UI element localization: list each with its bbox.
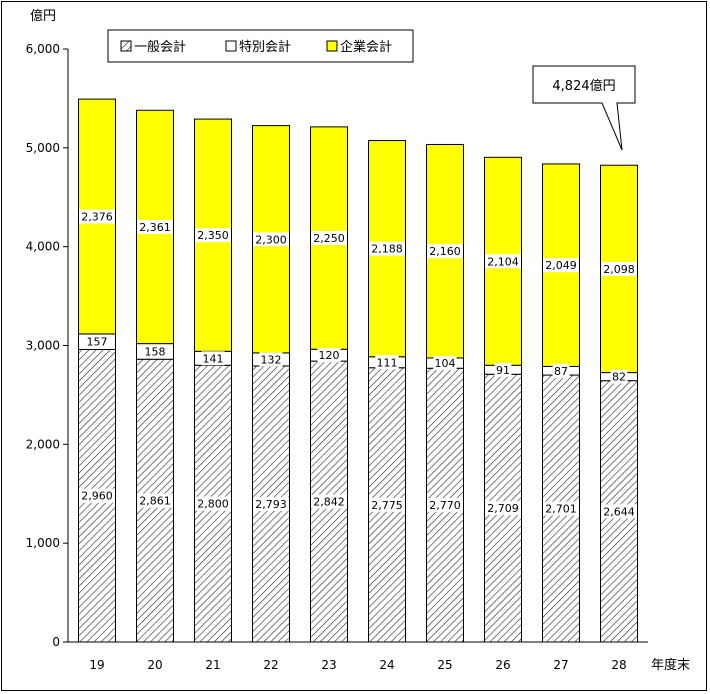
- x-tick-label: 27: [553, 658, 568, 672]
- data-label: 2,250: [313, 232, 345, 245]
- x-tick-label: 22: [263, 658, 278, 672]
- legend-label-special: 特別会計: [239, 39, 291, 55]
- callout-text: 4,824億円: [552, 78, 615, 94]
- x-tick-label: 26: [495, 658, 510, 672]
- data-label: 2,049: [545, 259, 577, 272]
- y-axis-unit: 億円: [30, 8, 56, 24]
- data-label-bg: [195, 228, 231, 243]
- data-label-bg: [375, 355, 399, 370]
- legend-box: [107, 29, 414, 63]
- data-label-bg: [259, 352, 283, 367]
- data-label-bg: [201, 351, 225, 366]
- data-label-bg: [79, 209, 115, 224]
- y-axis: 0 1,000 2,000 3,000 4,000 5,000 6,000: [26, 42, 69, 649]
- data-label: 132: [261, 353, 282, 366]
- legend-swatch-general: [120, 40, 132, 52]
- y-tick-label: 4,000: [26, 240, 60, 254]
- data-label: 104: [435, 357, 456, 370]
- data-label-bg: [369, 241, 405, 256]
- data-label: 2,701: [545, 503, 577, 516]
- data-label-bg: [311, 231, 347, 246]
- data-label-bg: [485, 501, 521, 516]
- data-label-bg: [543, 501, 579, 516]
- data-label-bg: [552, 363, 570, 378]
- data-label: 87: [554, 365, 568, 378]
- y-tick-label: 2,000: [26, 437, 60, 451]
- data-label: 2,775: [371, 499, 403, 512]
- data-label: 2,770: [429, 499, 461, 512]
- data-label-bg: [311, 494, 347, 509]
- legend-swatch-special: [225, 40, 237, 52]
- data-label: 2,188: [371, 243, 403, 256]
- data-label-bg: [427, 498, 463, 513]
- data-label: 91: [496, 364, 510, 377]
- y-tick-label: 0: [52, 635, 60, 649]
- legend-label-enterprise: 企業会計: [340, 39, 392, 55]
- data-label-bg: [137, 219, 173, 234]
- data-label: 120: [319, 349, 340, 362]
- legend: 一般会計 特別会計 企業会計: [107, 29, 414, 63]
- data-label: 2,709: [487, 502, 519, 515]
- data-label-bg: [433, 356, 457, 371]
- data-label-bg: [369, 497, 405, 512]
- data-label-bg: [494, 362, 512, 377]
- x-tick-label: 28: [611, 658, 626, 672]
- x-axis: 19 20 21 22 23 24 25 26 27 28: [68, 641, 648, 672]
- data-label: 111: [377, 356, 398, 369]
- data-label: 2,960: [81, 490, 113, 503]
- data-label: 2,842: [313, 496, 345, 509]
- total-callout: 4,824億円: [532, 65, 636, 151]
- x-tick-label: 25: [437, 658, 452, 672]
- data-label: 2,350: [197, 229, 229, 242]
- y-tick-label: 3,000: [26, 339, 60, 353]
- data-label-bg: [143, 344, 167, 359]
- data-label: 2,160: [429, 245, 461, 258]
- data-label-bg: [543, 258, 579, 273]
- data-label-bg: [601, 261, 637, 276]
- data-label-bg: [137, 493, 173, 508]
- data-label-bg: [195, 496, 231, 511]
- data-label-bg: [253, 496, 289, 511]
- data-label: 2,861: [139, 495, 171, 508]
- data-label: 82: [612, 371, 626, 384]
- data-label: 2,800: [197, 498, 229, 511]
- data-label: 2,104: [487, 255, 519, 268]
- data-label-bg: [253, 232, 289, 247]
- data-label: 157: [87, 336, 108, 349]
- x-tick-label: 20: [147, 658, 162, 672]
- x-tick-label: 21: [205, 658, 220, 672]
- data-label: 2,793: [255, 498, 287, 511]
- data-label: 2,098: [603, 263, 635, 276]
- legend-swatch-enterprise: [326, 40, 338, 52]
- data-label: 2,376: [81, 211, 113, 224]
- bars: 2,960 157 2,376 2,861 158 2,361 2,800 141 2,350 2…: [78, 98, 638, 643]
- data-label-bg: [485, 254, 521, 269]
- data-label: 2,361: [139, 221, 171, 234]
- x-tick-label: 23: [321, 658, 336, 672]
- x-tick-label: 24: [379, 658, 394, 672]
- data-label-bg: [85, 334, 109, 349]
- x-axis-unit: 年度末: [651, 657, 690, 673]
- data-label-bg: [317, 348, 341, 363]
- data-label: 2,300: [255, 233, 287, 246]
- data-label: 2,644: [603, 505, 635, 518]
- callout-bubble: [532, 65, 636, 151]
- y-tick-label: 1,000: [26, 536, 60, 550]
- legend-label-general: 一般会計: [134, 39, 186, 55]
- y-tick-label: 5,000: [26, 141, 60, 155]
- data-label-bg: [79, 488, 115, 503]
- data-label-bg: [610, 369, 628, 384]
- data-label: 141: [203, 352, 224, 365]
- x-tick-label: 19: [89, 658, 104, 672]
- y-tick-label: 6,000: [26, 42, 60, 56]
- data-label-bg: [601, 504, 637, 519]
- data-label: 158: [145, 345, 166, 358]
- data-label-bg: [427, 244, 463, 259]
